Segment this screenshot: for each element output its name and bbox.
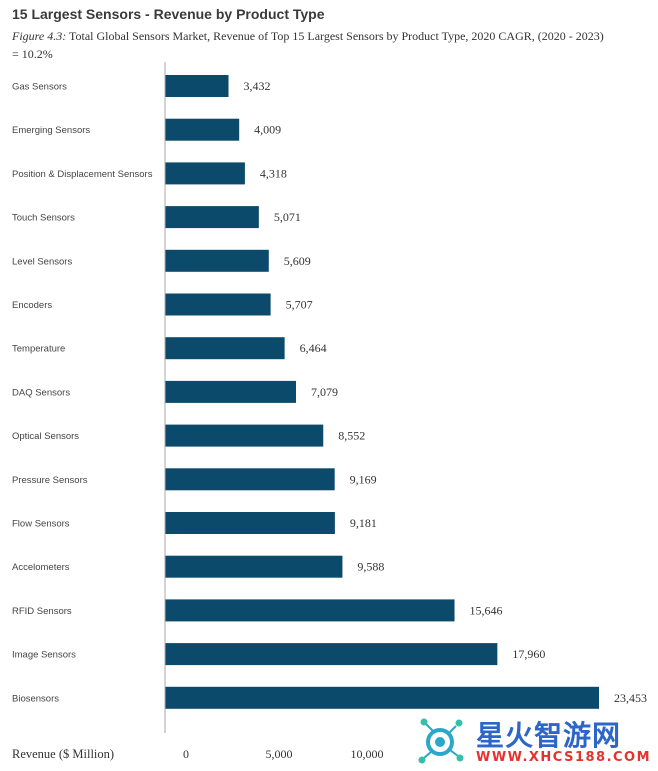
category-label-level-sensors: Level Sensors xyxy=(12,256,72,267)
value-label-touch-sensors: 5,071 xyxy=(274,210,301,224)
watermark-text: 星火智游网 xyxy=(476,719,622,752)
bar-encoders xyxy=(165,293,271,316)
bar-optical-sensors xyxy=(165,424,324,447)
bar-gas-sensors xyxy=(165,75,229,97)
x-axis-title: Revenue ($ Million) xyxy=(12,747,114,761)
bar-position-and-displacement-sensors xyxy=(165,162,245,185)
category-label-pressure-sensors: Pressure Sensors xyxy=(12,475,88,486)
bars-group xyxy=(165,75,599,709)
category-labels: Gas Sensors Emerging Sensors Position & Di… xyxy=(12,82,153,705)
bar-temperature xyxy=(165,337,285,360)
category-label-biosensors: Biosensors xyxy=(12,693,59,704)
value-label-encoders: 5,707 xyxy=(286,298,313,312)
x-tick-label-0: 0 xyxy=(183,747,189,761)
value-label-image-sensors: 17,960 xyxy=(512,647,545,661)
bar-biosensors xyxy=(165,686,599,709)
category-label-encoders: Encoders xyxy=(12,300,52,311)
bar-daq-sensors xyxy=(165,380,296,403)
value-label-temperature: 6,464 xyxy=(300,341,327,355)
value-label-pressure-sensors: 9,169 xyxy=(350,472,377,486)
value-label-level-sensors: 5,609 xyxy=(284,254,311,268)
category-label-touch-sensors: Touch Sensors xyxy=(12,213,75,224)
value-label-rfid-sensors: 15,646 xyxy=(470,603,503,617)
category-label-rfid-sensors: RFID Sensors xyxy=(12,606,72,617)
category-label-optical-sensors: Optical Sensors xyxy=(12,431,79,442)
category-label-emerging-sensors: Emerging Sensors xyxy=(12,125,90,136)
bar-level-sensors xyxy=(165,249,269,272)
bar-pressure-sensors xyxy=(165,468,335,491)
value-label-biosensors: 23,453 xyxy=(614,691,647,705)
category-label-daq-sensors: DAQ Sensors xyxy=(12,387,70,398)
subtitle-text: Total Global Sensors Market, Revenue of … xyxy=(12,29,604,61)
chart-subtitle: Figure 4.3: Total Global Sensors Market,… xyxy=(12,27,612,63)
value-label-gas-sensors: 3,432 xyxy=(244,79,271,93)
watermark-logo-icon xyxy=(418,718,464,764)
category-label-accelometers: Accelometers xyxy=(12,562,70,573)
x-tick-label-5000: 5,000 xyxy=(266,747,293,761)
category-label-flow-sensors: Flow Sensors xyxy=(12,519,70,530)
x-tick-labels: 0 5,000 10,000 xyxy=(183,747,384,761)
category-label-image-sensors: Image Sensors xyxy=(12,650,76,661)
category-label-temperature: Temperature xyxy=(12,344,65,355)
value-labels: 3,432 4,009 4,318 5,071 5,609 5,707 6,464 7,079… xyxy=(244,79,647,705)
value-label-accelometers: 9,588 xyxy=(357,560,384,574)
watermark: 星火智游网 WWW.XHCS188.COM xyxy=(410,710,658,771)
category-label-position-and-displacement-sensors: Position & Displacement Sensors xyxy=(12,169,153,180)
figure-reference: Figure 4.3: xyxy=(12,29,67,43)
bar-touch-sensors xyxy=(165,206,259,229)
category-label-gas-sensors: Gas Sensors xyxy=(12,82,67,93)
value-label-position-and-displacement-sensors: 4,318 xyxy=(260,166,287,180)
bar-rfid-sensors xyxy=(165,599,455,622)
chart-title: 15 Largest Sensors - Revenue by Product … xyxy=(12,6,325,22)
bar-image-sensors xyxy=(165,643,498,666)
bar-emerging-sensors xyxy=(165,118,240,141)
bar-accelometers xyxy=(165,555,343,578)
value-label-optical-sensors: 8,552 xyxy=(338,429,365,443)
watermark-url: WWW.XHCS188.COM xyxy=(476,750,652,765)
value-label-flow-sensors: 9,181 xyxy=(350,516,377,530)
value-label-daq-sensors: 7,079 xyxy=(311,385,338,399)
bar-flow-sensors xyxy=(165,512,335,534)
x-tick-label-10000: 10,000 xyxy=(351,747,384,761)
value-label-emerging-sensors: 4,009 xyxy=(254,123,281,137)
